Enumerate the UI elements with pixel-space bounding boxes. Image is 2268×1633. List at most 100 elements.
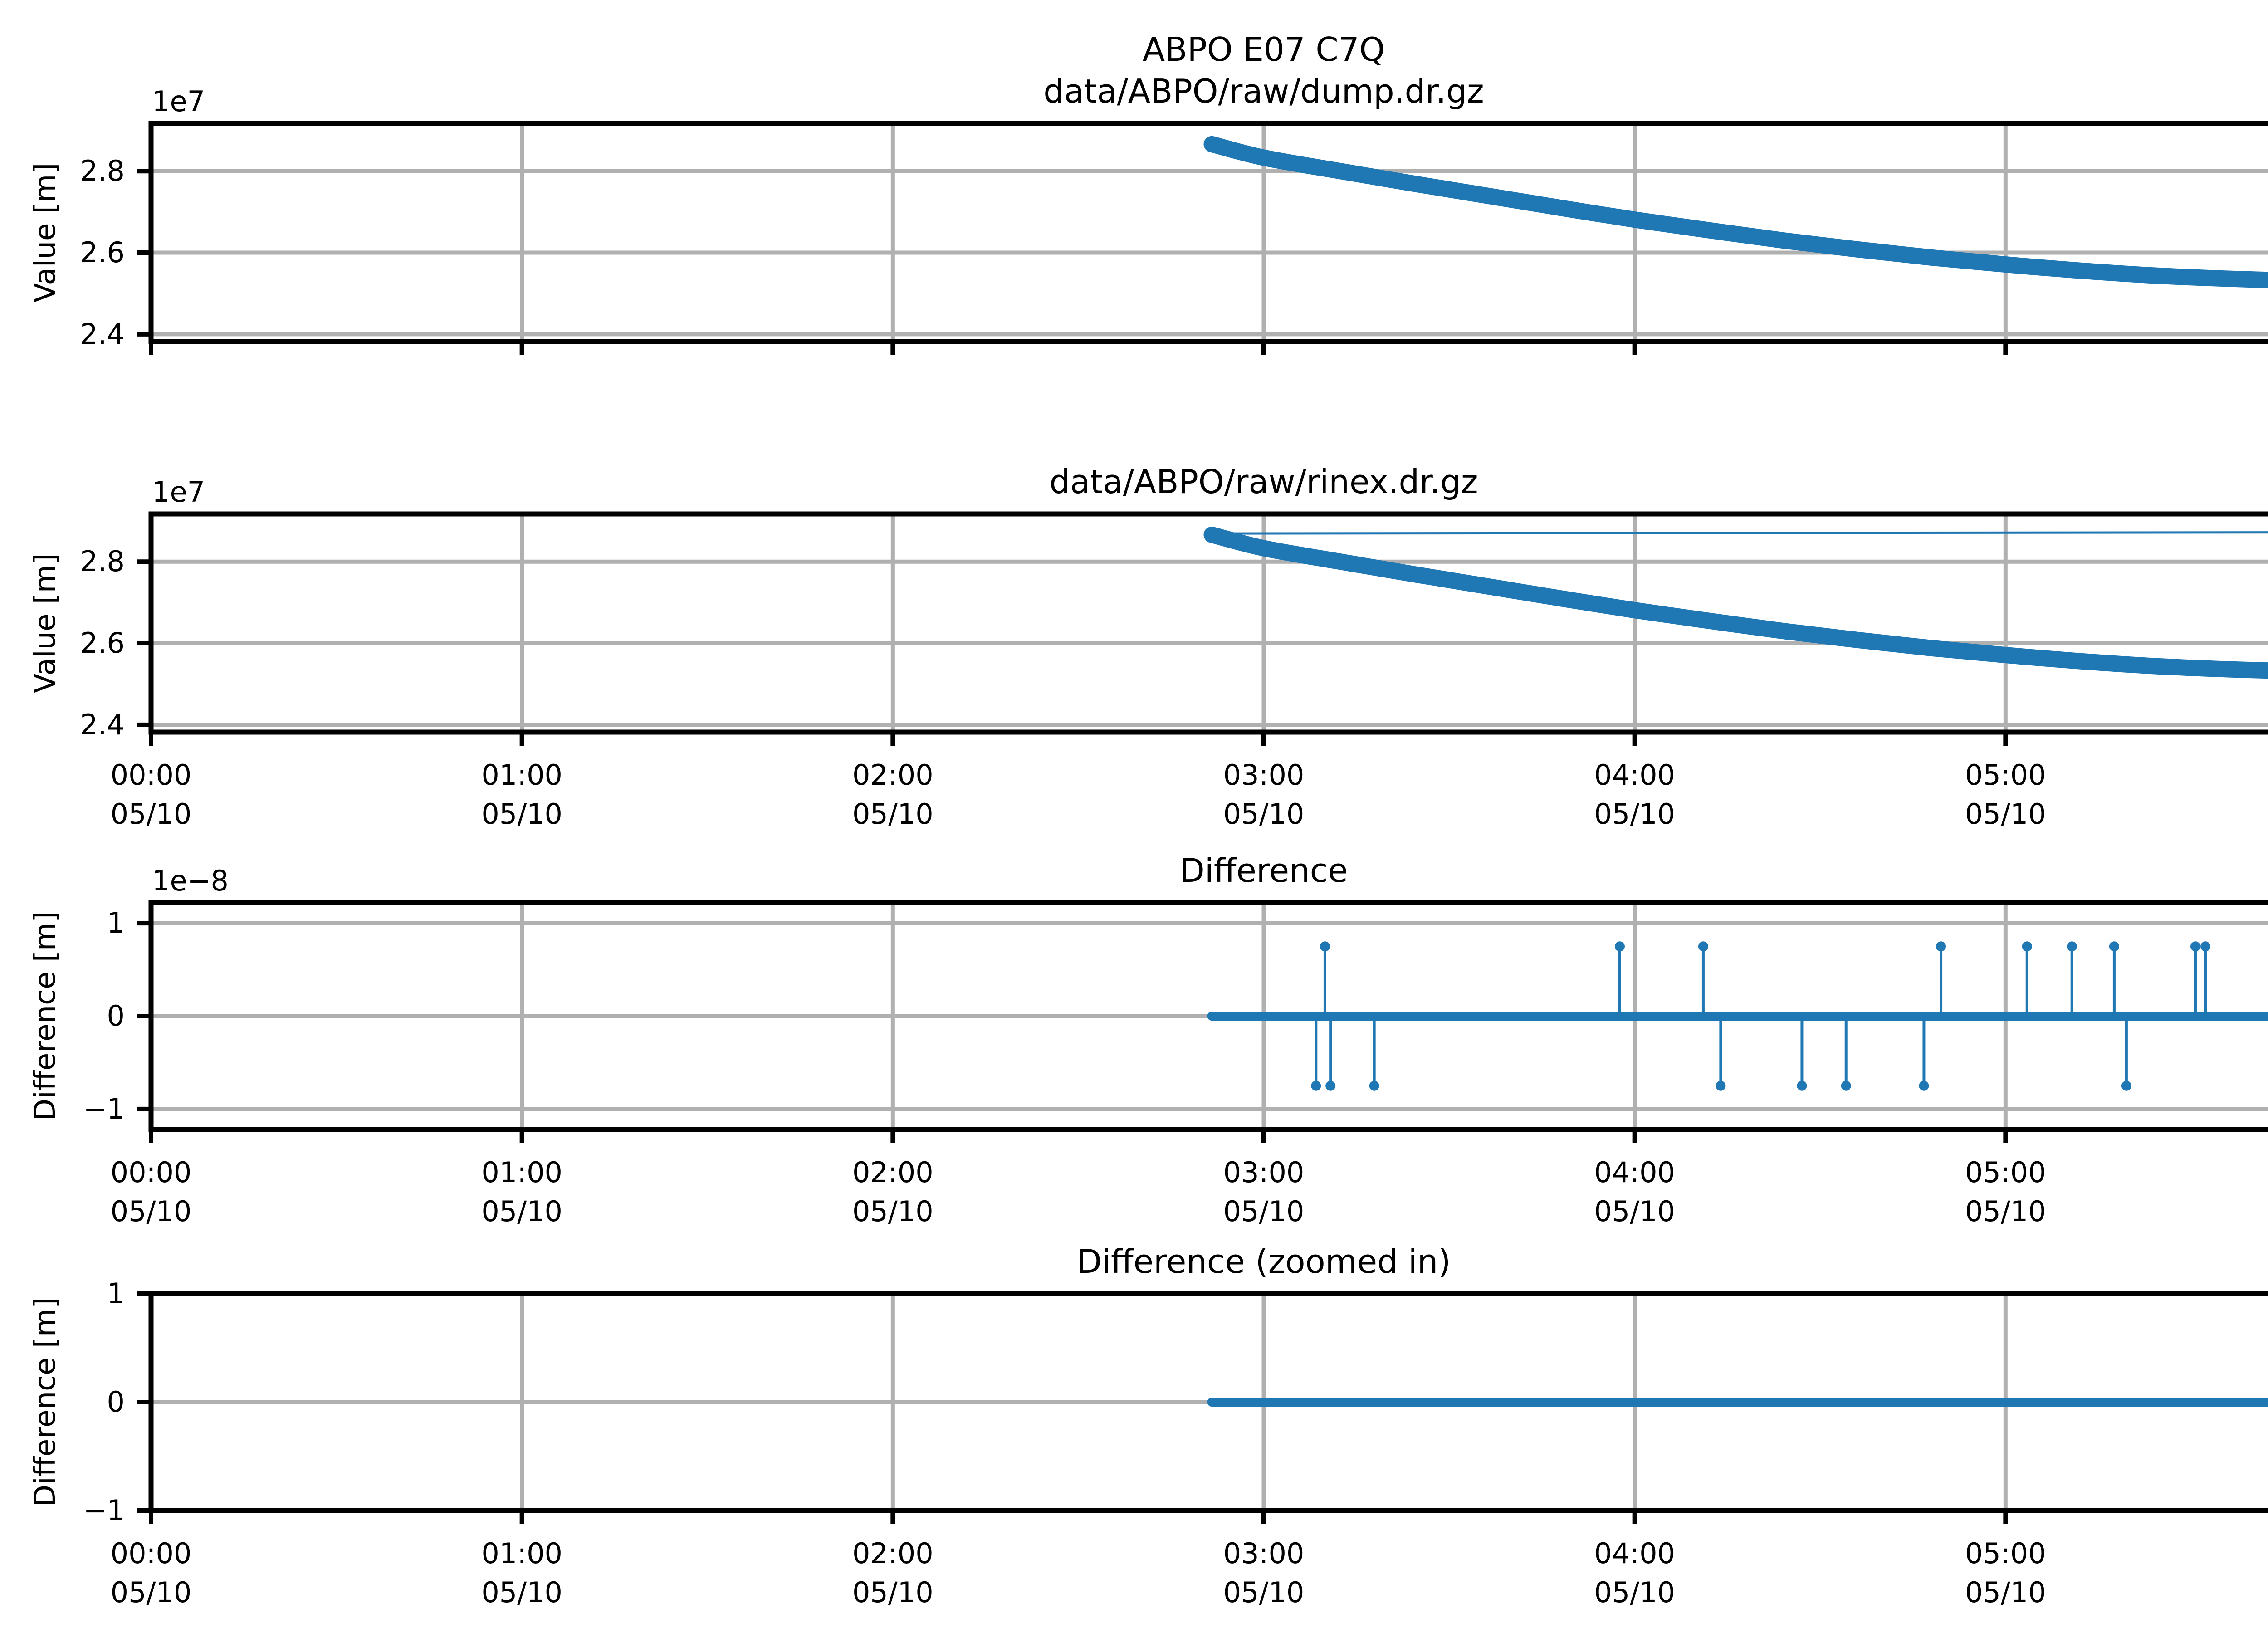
x-tick-label: 04:00 05/10 (1535, 1153, 1735, 1231)
x-tick-date: 05/10 (110, 1576, 192, 1609)
x-tick-time: 05:00 (1965, 758, 2046, 792)
stem-dot (1919, 1081, 1929, 1091)
stem-dot (1716, 1081, 1726, 1091)
x-tick-date: 05/10 (852, 1576, 934, 1609)
x-tick-time: 00:00 (110, 1537, 192, 1570)
tick-marks (137, 559, 2008, 746)
axes-spines (148, 1291, 2268, 1513)
panel-difference-title-text: Difference (1179, 851, 1348, 890)
x-tick-label: 03:00 05/10 (1164, 1153, 1364, 1231)
gridlines (151, 123, 2268, 342)
panel-difference-title: Difference (583, 850, 1944, 891)
x-tick-time: 02:00 (852, 758, 934, 792)
x-tick-label: 05:00 05/10 (1906, 1153, 2105, 1231)
stem-dot (1936, 941, 1946, 952)
x-tick-label: 01:00 05/10 (422, 756, 622, 834)
panel-rinex-offset-label: 1e7 (152, 475, 205, 508)
x-tick-date: 05/10 (481, 1576, 562, 1609)
x-tick-date: 05/10 (1965, 1576, 2046, 1609)
y-tick-label: −1 (83, 1092, 125, 1125)
x-tick-time: 04:00 (1594, 1156, 1675, 1189)
x-tick-time: 01:00 (481, 1156, 562, 1189)
stem-dot (2109, 941, 2119, 952)
tick-marks (137, 169, 2008, 355)
x-tick-label: 05:00 05/10 (1906, 756, 2105, 834)
x-tick-time: 05:00 (1965, 1156, 2046, 1189)
stems-up (1320, 941, 2211, 1016)
stem-dot (1311, 1081, 1321, 1091)
x-tick-label: 02:00 05/10 (793, 1534, 992, 1612)
x-tick-date: 05/10 (481, 1195, 562, 1228)
panel-difference-zoomed-title: Difference (zoomed in) (583, 1241, 1944, 1282)
axes-spines (148, 121, 2268, 344)
x-tick-label: 00:00 05/10 (51, 756, 251, 834)
y-tick-label: 2.8 (80, 545, 125, 578)
gridlines (151, 514, 2268, 732)
x-tick-time: 01:00 (481, 1537, 562, 1570)
x-tick-time: 05:00 (1965, 1537, 2046, 1570)
x-tick-time: 02:00 (852, 1537, 934, 1570)
y-tick-label: 2.6 (80, 236, 125, 269)
y-tick-label: 2.4 (80, 708, 125, 741)
x-tick-date: 05/10 (852, 797, 934, 831)
x-tick-date: 05/10 (110, 797, 192, 831)
panel-difference-zoomed-title-text: Difference (zoomed in) (1076, 1242, 1451, 1281)
y-tick-label: 2.4 (80, 317, 125, 351)
x-tick-label: 01:00 05/10 (422, 1153, 622, 1231)
panel-dump-title: ABPO E07 C7Q data/ABPO/raw/dump.dr.gz (583, 29, 1944, 112)
stem-dot (1614, 941, 1625, 952)
stem-dot (1325, 1081, 1336, 1091)
x-tick-time: 02:00 (852, 1156, 934, 1189)
panel-rinex-title: data/ABPO/raw/rinex.dr.gz (583, 461, 1944, 503)
panel-difference-zoomed-plot-area (137, 1291, 2268, 1524)
stem-dot (2200, 941, 2211, 952)
x-tick-label: 01:00 05/10 (422, 1534, 622, 1612)
x-tick-label: 00:00 05/10 (51, 1534, 251, 1612)
stem-dot (2022, 941, 2032, 952)
x-tick-date: 05/10 (1594, 1195, 1675, 1228)
y-tick-label: 2.8 (80, 154, 125, 188)
x-tick-label: 02:00 05/10 (793, 1153, 992, 1231)
series-flat-trace (1214, 531, 2268, 535)
panel-dump-plot-area (137, 121, 2268, 355)
x-tick-label: 00:00 05/10 (51, 1153, 251, 1231)
stem-dot (1698, 941, 1708, 952)
x-tick-time: 03:00 (1223, 1537, 1305, 1570)
tick-marks (137, 921, 2008, 1143)
x-tick-time: 04:00 (1594, 758, 1675, 792)
y-tick-label: −1 (83, 1494, 125, 1527)
x-tick-date: 05/10 (1594, 1576, 1675, 1609)
stem-dot (2067, 941, 2077, 952)
figure-suptitle: ABPO E07 C7Q (1142, 30, 1385, 68)
stems-down (1311, 1016, 2131, 1091)
y-tick-label: 0 (107, 1385, 125, 1418)
x-tick-time: 00:00 (110, 758, 192, 792)
x-tick-label: 04:00 05/10 (1535, 756, 1735, 834)
gridlines (151, 1294, 2268, 1511)
panel-difference-offset-label: 1e−8 (152, 864, 229, 897)
x-tick-date: 05/10 (1594, 797, 1675, 831)
x-tick-date: 05/10 (1223, 1195, 1305, 1228)
x-tick-time: 04:00 (1594, 1537, 1675, 1570)
panel-rinex-plot-area (137, 511, 2268, 746)
stem-dot (1369, 1081, 1379, 1091)
series-range-value (1203, 526, 2268, 679)
x-tick-time: 03:00 (1223, 1156, 1305, 1189)
x-tick-label: 04:00 05/10 (1535, 1534, 1735, 1612)
x-tick-time: 00:00 (110, 1156, 192, 1189)
y-tick-label: 1 (107, 1277, 125, 1310)
panel-difference-plot-area (137, 900, 2268, 1143)
y-tick-label: 2.6 (80, 626, 125, 660)
x-tick-label: 02:00 05/10 (793, 756, 992, 834)
axes-spines (148, 511, 2268, 735)
x-tick-label: 05:00 05/10 (1906, 1534, 2105, 1612)
x-tick-date: 05/10 (1965, 797, 2046, 831)
stem-dot (1841, 1081, 1851, 1091)
series-range-value (1203, 136, 2268, 288)
stem-dot (1797, 1081, 1807, 1091)
stem-dot (1320, 941, 1330, 952)
x-tick-date: 05/10 (481, 797, 562, 831)
panel-dump-subtitle: data/ABPO/raw/dump.dr.gz (1043, 72, 1484, 110)
x-tick-date: 05/10 (852, 1195, 934, 1228)
